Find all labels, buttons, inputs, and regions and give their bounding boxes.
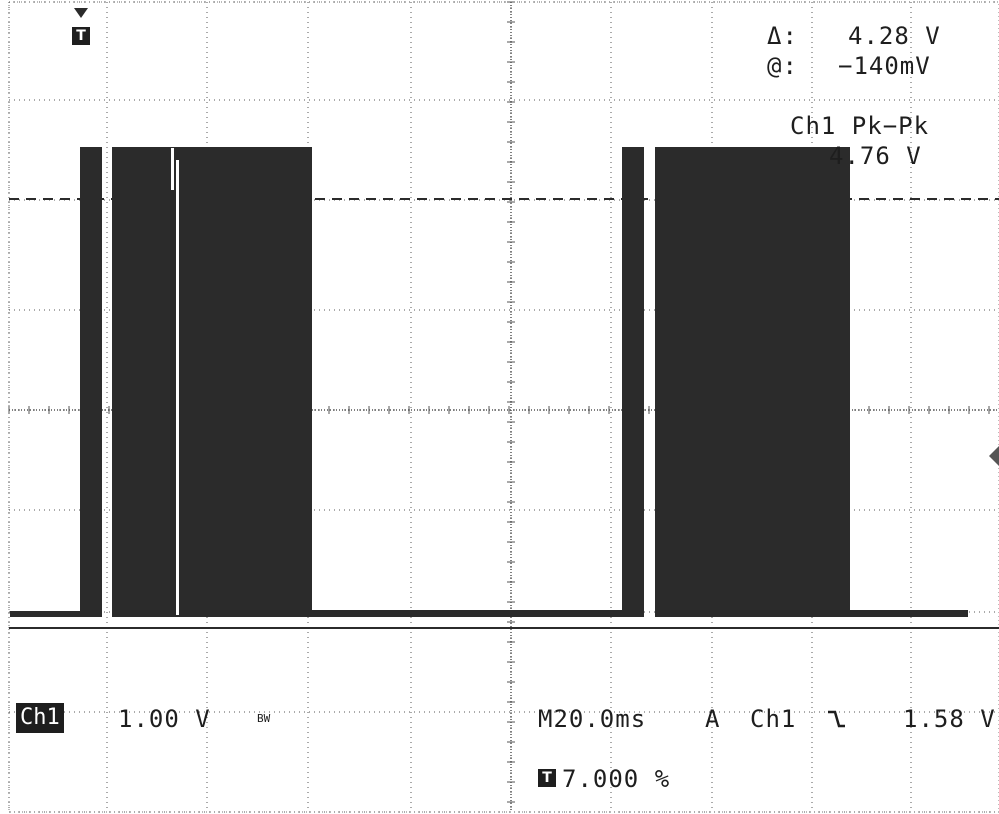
- volts-per-div: 1.00 V: [118, 705, 211, 733]
- bandwidth-limit-mark: BW: [257, 712, 270, 725]
- trigger-arrow-icon: [74, 8, 88, 18]
- trigger-position-icon: T: [538, 769, 556, 787]
- channel-badge: Ch1: [16, 703, 64, 733]
- trigger-mode: A: [705, 705, 720, 733]
- burst-spike: [171, 148, 174, 190]
- pkpk-label: Ch1 Pk−Pk: [790, 112, 929, 140]
- at-label: @:: [767, 52, 798, 80]
- trigger-level: 1.58 V: [903, 705, 996, 733]
- trigger-marker-icon: T: [72, 27, 90, 45]
- baseline-right: [850, 610, 968, 617]
- burst-2b: [655, 147, 850, 617]
- burst-2a: [622, 147, 644, 617]
- burst-1b: [112, 147, 312, 617]
- burst-gap: [176, 160, 179, 615]
- delta-label: Δ:: [767, 22, 798, 50]
- burst-1a: [80, 147, 102, 617]
- pkpk-value: 4.76 V: [829, 142, 922, 170]
- baseline-middle: [312, 610, 622, 617]
- timebase: M20.0ms: [538, 705, 646, 733]
- falling-edge-icon: [826, 706, 846, 732]
- level-marker-icon: [989, 446, 999, 466]
- baseline-left: [10, 611, 80, 617]
- delta-value: 4.28 V: [848, 22, 941, 50]
- waveform-trace: [10, 147, 968, 617]
- trigger-source: Ch1: [750, 705, 796, 733]
- at-value: −140mV: [838, 52, 931, 80]
- trigger-position: 7.000 %: [562, 765, 670, 793]
